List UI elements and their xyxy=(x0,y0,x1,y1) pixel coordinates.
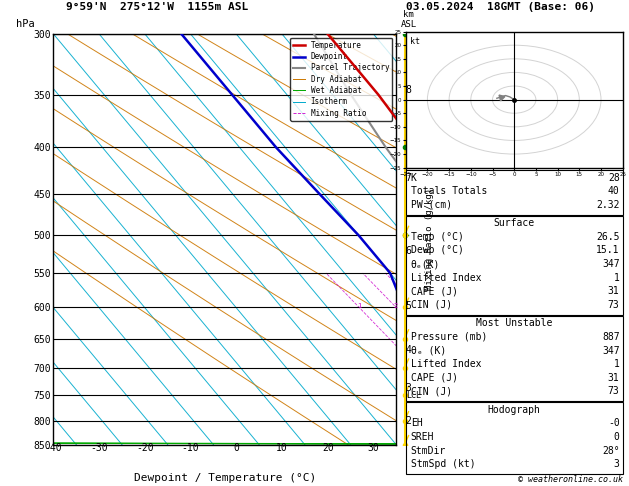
Text: CIN (J): CIN (J) xyxy=(411,386,452,397)
Text: 347: 347 xyxy=(602,259,620,269)
Text: 2: 2 xyxy=(394,303,398,309)
Text: 0: 0 xyxy=(614,432,620,442)
Text: PW (cm): PW (cm) xyxy=(411,200,452,210)
Text: Surface: Surface xyxy=(494,218,535,228)
Text: 4: 4 xyxy=(406,345,411,355)
Text: kt: kt xyxy=(410,37,420,46)
Text: hPa: hPa xyxy=(16,19,35,29)
Text: -20: -20 xyxy=(136,443,153,453)
Text: Mixing Ratio (g/kg): Mixing Ratio (g/kg) xyxy=(425,188,433,291)
Text: -0: -0 xyxy=(608,418,620,429)
Text: 40: 40 xyxy=(608,186,620,196)
Text: 73: 73 xyxy=(608,300,620,310)
Text: Hodograph: Hodograph xyxy=(487,405,541,415)
Text: 20: 20 xyxy=(322,443,333,453)
Text: -10: -10 xyxy=(182,443,199,453)
Text: 28: 28 xyxy=(608,173,620,183)
Text: CAPE (J): CAPE (J) xyxy=(411,373,458,383)
Text: -30: -30 xyxy=(91,443,108,453)
Text: 3: 3 xyxy=(406,383,411,394)
Text: 1: 1 xyxy=(614,273,620,283)
Text: 3: 3 xyxy=(614,459,620,469)
Text: 30: 30 xyxy=(367,443,379,453)
Text: 2.32: 2.32 xyxy=(596,200,620,210)
Text: StmDir: StmDir xyxy=(411,446,446,456)
Text: Pressure (mb): Pressure (mb) xyxy=(411,332,487,342)
Text: Most Unstable: Most Unstable xyxy=(476,318,552,329)
Text: SREH: SREH xyxy=(411,432,434,442)
Text: 31: 31 xyxy=(608,373,620,383)
Text: 2: 2 xyxy=(406,416,411,426)
Text: θₑ (K): θₑ (K) xyxy=(411,346,446,356)
Text: K: K xyxy=(411,173,416,183)
Text: LCL: LCL xyxy=(406,391,421,400)
Text: © weatheronline.co.uk: © weatheronline.co.uk xyxy=(518,474,623,484)
Text: 26.5: 26.5 xyxy=(596,232,620,242)
Text: StmSpd (kt): StmSpd (kt) xyxy=(411,459,476,469)
Text: Lifted Index: Lifted Index xyxy=(411,359,481,369)
Text: 0: 0 xyxy=(233,443,239,453)
Text: Totals Totals: Totals Totals xyxy=(411,186,487,196)
Text: 6: 6 xyxy=(406,246,411,256)
Text: θₑ(K): θₑ(K) xyxy=(411,259,440,269)
Text: -40: -40 xyxy=(45,443,62,453)
Text: Dewpoint / Temperature (°C): Dewpoint / Temperature (°C) xyxy=(134,473,316,484)
Text: 73: 73 xyxy=(608,386,620,397)
Text: 10: 10 xyxy=(276,443,288,453)
Text: 5: 5 xyxy=(406,301,411,311)
Text: CIN (J): CIN (J) xyxy=(411,300,452,310)
Text: Dewp (°C): Dewp (°C) xyxy=(411,245,464,256)
Text: 9°59'N  275°12'W  1155m ASL: 9°59'N 275°12'W 1155m ASL xyxy=(66,2,248,12)
Text: 15.1: 15.1 xyxy=(596,245,620,256)
Text: 7: 7 xyxy=(406,173,411,183)
Text: CAPE (J): CAPE (J) xyxy=(411,286,458,296)
Text: km
ASL: km ASL xyxy=(401,10,417,29)
Text: 1: 1 xyxy=(357,303,361,309)
Text: EH: EH xyxy=(411,418,423,429)
Text: 1: 1 xyxy=(614,359,620,369)
Text: 347: 347 xyxy=(602,346,620,356)
Legend: Temperature, Dewpoint, Parcel Trajectory, Dry Adiabat, Wet Adiabat, Isotherm, Mi: Temperature, Dewpoint, Parcel Trajectory… xyxy=(290,38,392,121)
Text: 03.05.2024  18GMT (Base: 06): 03.05.2024 18GMT (Base: 06) xyxy=(406,2,594,12)
Text: 887: 887 xyxy=(602,332,620,342)
Text: 28°: 28° xyxy=(602,446,620,456)
Text: 31: 31 xyxy=(608,286,620,296)
Text: Lifted Index: Lifted Index xyxy=(411,273,481,283)
Text: Temp (°C): Temp (°C) xyxy=(411,232,464,242)
Text: 8: 8 xyxy=(406,85,411,95)
